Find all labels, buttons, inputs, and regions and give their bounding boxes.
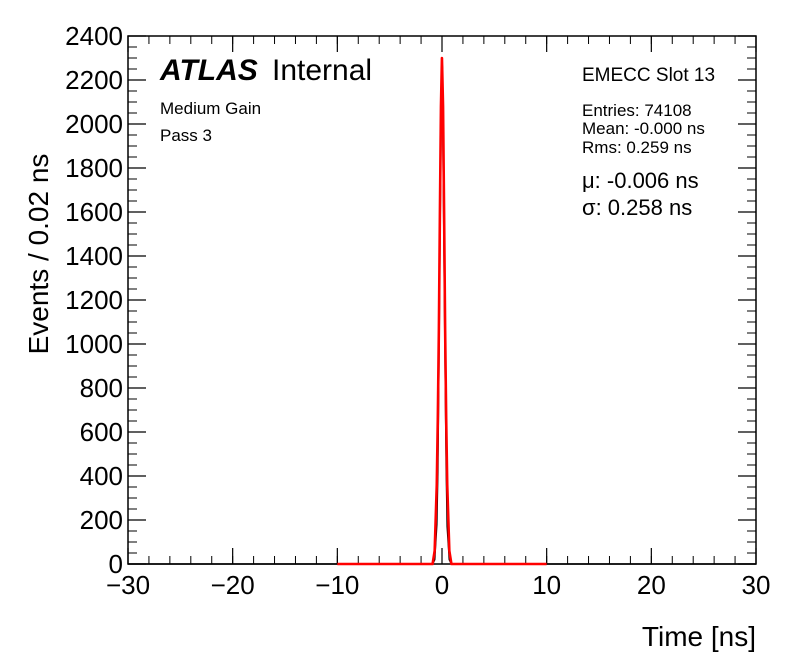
y-tick-label: 200 — [80, 505, 123, 535]
mean-stat: Mean: -0.000 ns — [582, 119, 705, 138]
y-tick-label: 400 — [80, 461, 123, 491]
x-tick-labels: −30 −20 −10 0 10 20 30 — [106, 570, 771, 600]
y-tick-label: 1800 — [65, 153, 123, 183]
y-axis-title: Events / 0.02 ns — [23, 154, 54, 355]
y-tick-labels: 0 200 400 600 800 1000 1200 1400 1600 1800 2000 220… — [65, 21, 123, 579]
y-tick-label: 0 — [109, 549, 123, 579]
slot-label: EMECC Slot 13 — [582, 65, 715, 86]
y-tick-label: 2200 — [65, 65, 123, 95]
x-tick-label: 20 — [637, 570, 666, 600]
internal-label: Internal — [272, 54, 372, 87]
x-axis-title: Time [ns] — [642, 621, 756, 652]
y-tick-label: 800 — [80, 373, 123, 403]
fit-sigma: σ: 0.258 ns — [582, 195, 692, 220]
x-tick-label: −10 — [315, 570, 359, 600]
rms-stat: Rms: 0.259 ns — [582, 138, 692, 157]
y-tick-label: 2400 — [65, 21, 123, 51]
entries-stat: Entries: 74108 — [582, 101, 692, 120]
x-tick-label: −20 — [211, 570, 255, 600]
atlas-label: ATLAS — [159, 54, 258, 87]
x-tick-label: 30 — [742, 570, 771, 600]
y-tick-label: 1000 — [65, 329, 123, 359]
y-tick-label: 600 — [80, 417, 123, 447]
y-tick-label: 1400 — [65, 241, 123, 271]
x-tick-label: 10 — [532, 570, 561, 600]
x-tick-label: −30 — [106, 570, 150, 600]
fit-curve — [337, 56, 547, 566]
gain-label: Medium Gain — [160, 99, 261, 118]
axis-ticks — [127, 35, 757, 565]
y-tick-label: 2000 — [65, 109, 123, 139]
y-tick-label: 1600 — [65, 197, 123, 227]
y-tick-label: 1200 — [65, 285, 123, 315]
series-lines — [128, 56, 756, 566]
x-tick-label: 0 — [435, 570, 449, 600]
fit-mu: μ: -0.006 ns — [582, 168, 699, 193]
pass-label: Pass 3 — [160, 126, 212, 145]
